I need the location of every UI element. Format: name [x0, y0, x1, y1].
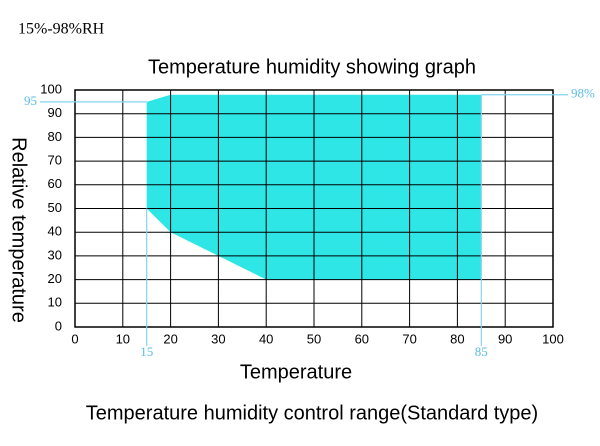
x-tick-label: 40 [259, 331, 273, 346]
y-tick-label: 70 [48, 153, 62, 168]
y-tick-label: 60 [48, 176, 62, 191]
x-tick-label: 70 [402, 331, 416, 346]
x-tick-label: 50 [307, 331, 321, 346]
chart-title: Temperature humidity showing graph [148, 56, 476, 78]
y-tick-label: 100 [40, 81, 62, 96]
x-tick-label: 100 [542, 331, 564, 346]
x-tick-label: 80 [450, 331, 464, 346]
x-axis-title: Temperature [240, 361, 352, 383]
y-tick-label: 90 [48, 105, 62, 120]
x-tick-label: 10 [116, 331, 130, 346]
caption: Temperature humidity control range(Stand… [86, 402, 538, 424]
note: 15%-98%RH [18, 21, 105, 38]
guide-label: 15 [140, 344, 153, 359]
guide-label: 95 [24, 93, 37, 108]
y-tick-label: 40 [48, 224, 62, 239]
guide-label: 85 [475, 344, 488, 359]
x-tick-label: 60 [355, 331, 369, 346]
y-tick-label: 0 [55, 318, 62, 333]
plot-frame [74, 89, 554, 328]
guide-label: 98% [571, 86, 595, 101]
y-tick-label: 80 [48, 129, 62, 144]
y-tick-label: 10 [48, 295, 62, 310]
x-tick-label: 30 [211, 331, 225, 346]
y-tick-label: 20 [48, 271, 62, 286]
y-tick-label: 30 [48, 247, 62, 262]
x-tick-label: 20 [163, 331, 177, 346]
x-tick-label: 0 [71, 331, 78, 346]
y-axis-title: Relative temperature [8, 137, 30, 323]
x-tick-label: 90 [498, 331, 512, 346]
y-tick-label: 50 [48, 200, 62, 215]
